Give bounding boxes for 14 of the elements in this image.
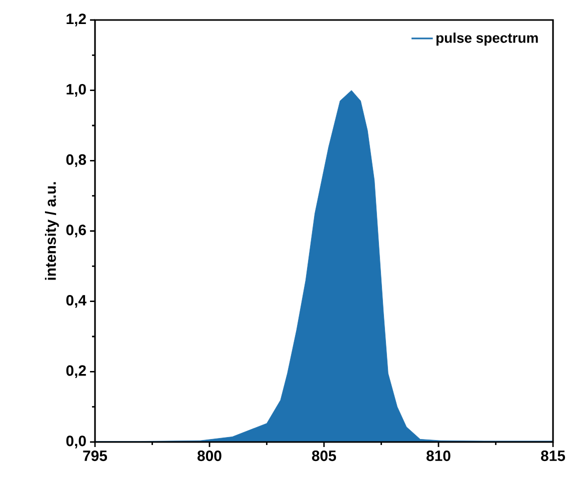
legend-label: pulse spectrum	[436, 32, 538, 46]
y-tick-label: 0,2	[66, 365, 86, 378]
x-tick-label: 810	[426, 450, 450, 462]
y-tick-label: 0,6	[66, 224, 86, 238]
x-tick-label: 795	[83, 450, 108, 462]
y-tick-label: 0,0	[66, 436, 86, 448]
y-tick-label: 0,4	[66, 294, 86, 308]
x-tick-label: 805	[312, 450, 336, 462]
x-tick-label: 800	[198, 450, 222, 462]
y-tick-label: 1,2	[66, 14, 86, 26]
y-axis-title: intensity / a.u.	[44, 182, 59, 280]
x-tick-label: 815	[541, 450, 566, 462]
y-tick-label: 0,8	[66, 154, 86, 168]
y-tick-label: 1,0	[66, 84, 86, 97]
